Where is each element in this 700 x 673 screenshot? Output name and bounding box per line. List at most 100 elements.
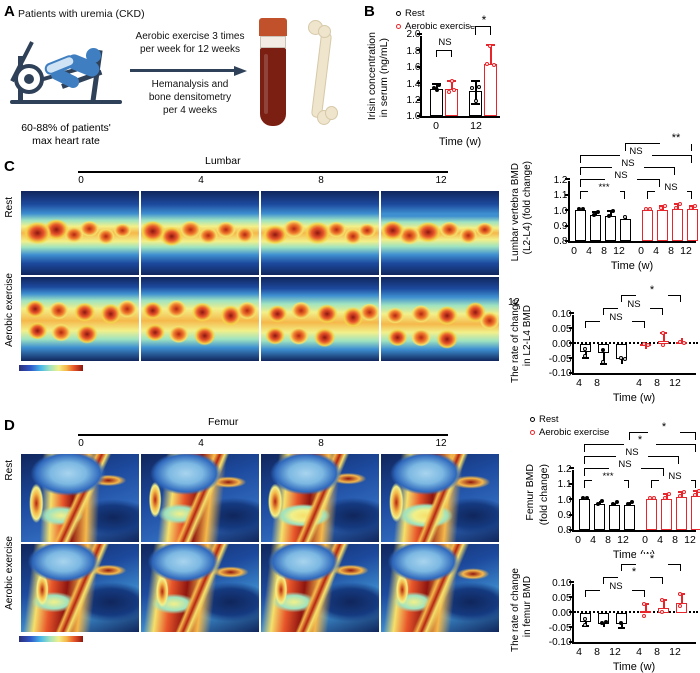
bar-d-rest-4w — [594, 504, 605, 530]
chart-d-bmd-xtick-3: 12 — [617, 534, 629, 546]
scan-femur-exercise-4w — [141, 544, 259, 632]
panel-a-protocol-top: Aerobic exercise 3 times per week for 12… — [130, 30, 250, 56]
legend-item-rest-d: Rest — [530, 414, 609, 425]
panel-d: D Femur 0 4 8 12 Rest Aerobic exercise R… — [0, 412, 700, 673]
chart-c-rate-ytick-0: -0.10 — [548, 368, 572, 379]
sig-bracket-c-l5 — [625, 143, 692, 151]
chart-c-bmd-plot: 0.8 0.9 1.0 1.1 1.2 — [554, 133, 698, 247]
bar-d-rest-0w — [579, 499, 590, 530]
sig-label-d-rest: *** — [592, 472, 624, 482]
chart-c-bmd-xlabel: Time (w) — [610, 260, 654, 272]
chart-d-bmd-ytick-2: 1.0 — [557, 494, 572, 506]
sig-label-d-rate-2: * — [618, 567, 650, 578]
panel-c-col-label-2: 8 — [318, 175, 324, 186]
protocol-bottom-line-2: bone densitometry — [148, 92, 232, 103]
chart-b-ytick-4: 1.8 — [406, 45, 421, 57]
chart-c-rate-ytick-3: 0.05 — [552, 323, 572, 335]
sig-bracket-c-rate-3 — [621, 295, 681, 302]
chart-d-rate-xtick-0: 4 — [576, 646, 582, 658]
chart-c-rate-ytick-2: 0.00 — [552, 338, 572, 350]
chart-c-bmd-xtick-1: 4 — [586, 245, 592, 257]
scan-lumbar-rest-8w — [261, 191, 379, 275]
chart-b-ylabel: Irisin concentration — [366, 32, 378, 120]
panel-c-group-rule — [78, 171, 448, 173]
scan-femur-rest-0w — [21, 454, 139, 542]
chart-c-bmd-ytick-3: 1.1 — [553, 190, 568, 201]
chart-c-bmd-xtick-4: 0 — [638, 245, 644, 257]
sig-label-c-l2: NS — [605, 171, 637, 181]
bar-c-rest-4w — [590, 215, 601, 241]
chart-c-rate-plot: -0.10 -0.05 0.00 0.05 0.10 — [549, 285, 698, 379]
panel-a-arrow — [130, 66, 248, 76]
panel-d-group-rule — [78, 434, 448, 436]
scan-femur-exercise-8w — [261, 544, 379, 632]
chart-c-bmd-ytick-0: 0.8 — [553, 236, 568, 247]
chart-c-rate-ytick-1: -0.05 — [548, 353, 572, 365]
panel-d-group-title: Femur — [208, 416, 239, 428]
panel-c-group-title: Lumbar — [205, 155, 241, 167]
chart-d-rate-ylabel-line2: in femur BMD — [522, 576, 533, 638]
chart-c-rate-xtick-3: 4 — [636, 377, 642, 389]
legend-marker-rest-icon — [396, 10, 401, 16]
chart-c-rate-xtick-1: 8 — [594, 377, 600, 389]
legend-label-rest-d: Rest — [539, 414, 559, 425]
chart-c-bmd-xtick-3: 12 — [613, 245, 625, 257]
panel-c-col-label-1: 4 — [198, 175, 204, 186]
panel-d-row-label-exercise: Aerobic exercise — [4, 536, 15, 610]
panel-c-col-label-3: 12 — [435, 175, 447, 186]
bar-d-rate-ex-4w — [640, 611, 651, 613]
chart-c-rate-ytick-4: 0.10 — [552, 308, 572, 320]
sig-label-c-l3: NS — [612, 159, 644, 169]
chart-d-rate-ytick-4: 0.10 — [552, 577, 572, 589]
chart-c-bmd-ylabel-line2: (L2-L4) (fold change) — [522, 161, 533, 255]
sig-label-d-ex: NS — [659, 472, 691, 482]
panel-c-colorbar — [19, 365, 83, 371]
chart-d-bmd-ylabel-line1: Femur BMD — [524, 464, 536, 521]
chart-d-bmd-xtick-2: 8 — [605, 534, 611, 546]
scan-lumbar-exercise-0w — [21, 277, 139, 361]
sig-label-c-rest: *** — [588, 183, 620, 193]
chart-c-bmd-xtick-0: 0 — [571, 245, 577, 257]
legend-marker-exercise-d-icon — [530, 430, 535, 436]
chart-d-rate-xtick-5: 12 — [669, 646, 681, 658]
chart-c-bmd-xtick-2: 8 — [601, 245, 607, 257]
bar-c-rest-0w — [575, 210, 586, 241]
chart-b-ytick-3: 1.6 — [406, 62, 421, 74]
chart-d-bmd-xtick-1: 4 — [590, 534, 596, 546]
bone-illustration — [300, 16, 340, 132]
chart-c-rate-xtick-2: 12 — [508, 296, 520, 308]
sig-bracket-d-rate-3 — [621, 564, 681, 571]
panel-a: A Patients with uremia (CKD) 60-88% of p… — [0, 0, 360, 152]
scan-femur-rest-12w — [381, 454, 499, 542]
chart-c-rate-xlabel: Time (w) — [612, 392, 656, 404]
chart-d-rate-plot: -0.10 -0.05 0.00 0.05 0.10 — [549, 554, 698, 648]
bar-exercise-12w — [484, 63, 497, 116]
chart-d-rate-xtick-4: 8 — [654, 646, 660, 658]
chart-d-rate-xtick-3: 4 — [636, 646, 642, 658]
sig-label-ns-0w: NS — [432, 38, 458, 48]
bar-d-ex-4w — [661, 498, 672, 530]
chart-d-rate-xtick-1: 8 — [594, 646, 600, 658]
chart-b-xtick-1: 12 — [470, 120, 482, 132]
panel-c-letter: C — [4, 158, 15, 175]
chart-d-bmd-xtick-6: 8 — [672, 534, 678, 546]
legend-item-rest: Rest — [396, 8, 475, 19]
sig-label-c-l5: ** — [660, 133, 692, 144]
chart-d-rate-ytick-0: -0.10 — [548, 637, 572, 648]
sig-label-d-rate-1: NS — [600, 582, 632, 592]
sig-label-d-l4: * — [624, 435, 656, 446]
bar-d-rest-8w — [609, 505, 620, 530]
chart-c-bmd-ytick-1: 0.9 — [553, 221, 568, 232]
sig-bracket-d-rate-2 — [603, 577, 663, 584]
chart-c-bmd-ylabel-line1: Lumbar vertebra BMD — [510, 163, 521, 262]
panel-c-row-label-rest: Rest — [4, 197, 15, 218]
legend-marker-rest-d-icon — [530, 416, 535, 422]
panel-c: C Lumbar 0 4 8 12 Rest Aerobic exercise … — [0, 133, 700, 405]
chart-d-rate-ylabel-line1: The rate of change — [510, 568, 521, 652]
scan-lumbar-exercise-4w — [141, 277, 259, 361]
bar-c-exercise-4w — [657, 209, 668, 241]
legend-label-exercise: Aerobic exercise — [405, 21, 476, 33]
heart-rate-line-2: max heart rate — [32, 135, 100, 148]
chart-d-rate-ytick-1: -0.05 — [548, 622, 572, 634]
blood-tube-illustration — [258, 18, 288, 128]
